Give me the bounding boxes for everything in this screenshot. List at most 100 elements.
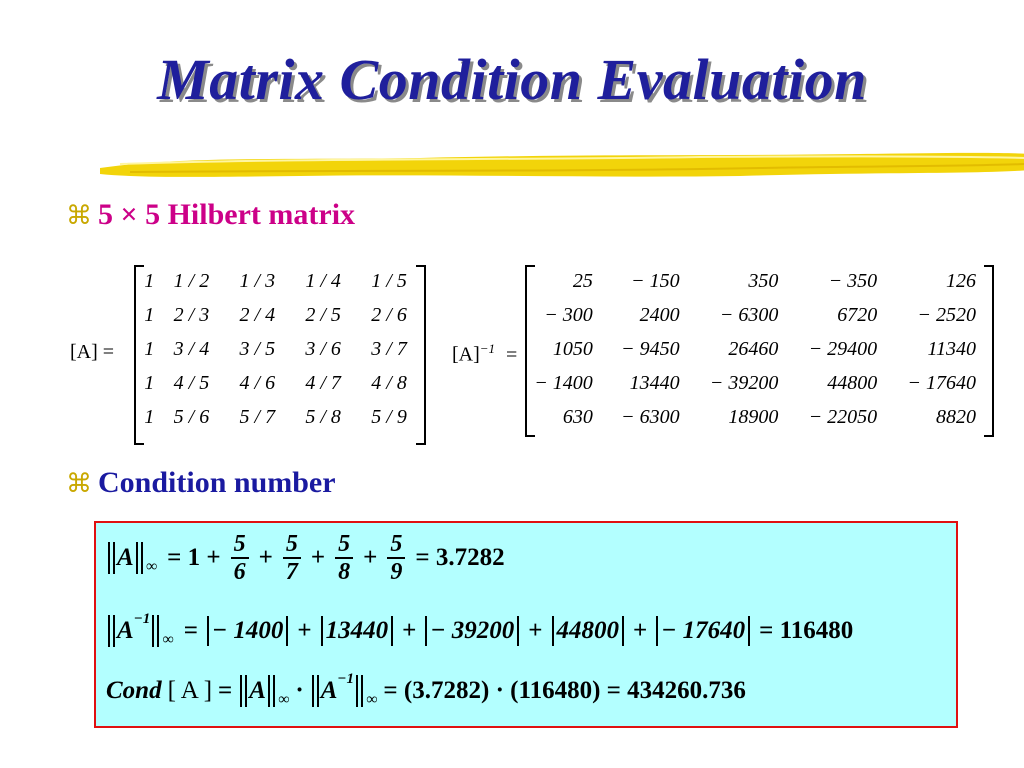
matrix-ainv-cell: 18900 — [728, 405, 779, 428]
norm-ainv-sub: ∞ — [162, 631, 174, 648]
bullet-condition-label: Condition number — [98, 466, 336, 499]
matrix-ainv-row: 25 − 150 350 − 350 126 — [520, 264, 990, 298]
matrix-a-cell: 4 / 8 — [371, 371, 407, 394]
matrix-a-cell: 1 / 2 — [173, 269, 210, 292]
matrix-ainv-row: 630 − 6300 18900 − 22050 8820 — [520, 400, 990, 434]
abs-term: 44800 — [551, 616, 624, 646]
matrix-ainv-cell: − 22050 — [808, 405, 878, 428]
norm-ainv-result: = 116480 — [759, 617, 854, 644]
matrix-ainv-cell: 26460 — [728, 337, 779, 360]
command-key-icon: ⌘ — [66, 201, 92, 231]
cond-norm-a: A ∞ — [238, 675, 289, 708]
matrix-a-left-bracket — [134, 265, 144, 445]
cond-norm-ainv-symbol: A — [320, 677, 338, 704]
matrix-ainv-cell: − 9450 — [621, 337, 680, 360]
fraction-numerator: 5 — [230, 531, 249, 559]
matrix-a-cell: 3 / 6 — [305, 337, 341, 360]
fraction-denominator: 8 — [338, 559, 351, 585]
matrix-a-cell: 2 / 3 — [173, 303, 210, 326]
matrix-ainv-cell: − 300 — [544, 303, 593, 326]
norm-ainv-symbol: A — [117, 617, 134, 644]
matrix-ainv-cell: 44800 — [827, 371, 878, 394]
condition-number-box: A ∞ = 1 + 5 6 +5 7 +5 8 +5 9 = 3.7282 A −1 ∞ = … — [94, 521, 958, 728]
equation-cond: Cond [ A ] = A ∞ · A −1 ∞ = (3.7282) · (… — [106, 671, 746, 708]
equation-norm-a: A ∞ = 1 + 5 6 +5 7 +5 8 +5 9 = 3.7282 — [106, 531, 511, 585]
matrix-ainv-label-text: [A] — [452, 343, 480, 366]
matrix-a-cell: 4 / 5 — [173, 371, 210, 394]
matrix-ainv-cell: 6720 — [837, 303, 878, 326]
matrix-a-cell: 3 / 5 — [239, 337, 276, 360]
cond-symbol: Cond — [106, 677, 162, 704]
matrix-ainv-cell: 126 — [946, 269, 976, 292]
matrix-a-right-bracket — [416, 265, 426, 445]
bullet-condition: ⌘ Condition number — [66, 466, 336, 500]
matrix-ainv-cell: 8820 — [936, 405, 976, 428]
matrix-ainv-cell: − 150 — [631, 269, 680, 292]
matrix-ainv-cell: 630 — [562, 405, 593, 428]
fraction-denominator: 6 — [233, 559, 246, 585]
matrix-ainv-label-sup: −1 — [479, 341, 496, 356]
matrix-ainv-right-bracket — [984, 265, 994, 437]
matrix-a-cell: 1 / 5 — [371, 269, 407, 292]
command-key-icon: ⌘ — [66, 469, 92, 499]
page-title: Matrix Condition Evaluation — [157, 47, 867, 112]
fraction-denominator: 7 — [285, 559, 298, 585]
matrix-ainv-cell: 350 — [748, 269, 779, 292]
matrix-a-cell: 1 — [144, 337, 155, 360]
matrix-ainv-cell: 25 — [572, 269, 593, 292]
matrix-a-cell: 5 / 9 — [371, 405, 407, 428]
matrix-ainv-cell: − 17640 — [907, 371, 977, 394]
matrix-ainv-cell: − 39200 — [709, 371, 779, 394]
matrix-a-cell: 1 / 4 — [305, 269, 341, 292]
matrix-ainv-left-bracket — [525, 265, 535, 437]
matrix-ainv-cell: − 29400 — [808, 337, 878, 360]
matrix-a-cell: 1 — [144, 371, 155, 394]
matrix-ainv-row: − 300 2400 − 6300 6720 − 2520 — [520, 298, 990, 332]
matrix-a-cell: 1 — [144, 303, 155, 326]
matrix-ainv-label: [A]−1 = — [452, 341, 517, 367]
matrix-a-row: 1 2 / 3 2 / 4 2 / 5 2 / 6 — [140, 298, 422, 332]
norm-a-prefix: = 1 + — [167, 544, 221, 571]
matrix-a-cell: 1 / 3 — [239, 269, 276, 292]
matrix-ainv: 25 − 150 350 − 350 126 − 300 2400 − 6300 6720 − 2… — [520, 264, 990, 434]
abs-term: − 1400 — [206, 616, 289, 646]
norm-a-sub: ∞ — [145, 558, 158, 575]
matrix-a-row: 1 3 / 4 3 / 5 3 / 6 3 / 7 — [140, 332, 422, 366]
matrix-ainv-cell: − 6300 — [719, 303, 779, 326]
equation-norm-ainv: A −1 ∞ = − 1400 +13440 + − 39200 +44800 + − 17… — [106, 611, 859, 648]
cond-rhs: = (3.7282) · (116480) = 434260.736 — [383, 677, 746, 704]
cond-norm-ainv: A −1 ∞ — [310, 671, 378, 708]
cond-norm-ainv-sup: −1 — [337, 671, 355, 687]
cond-norm-ainv-sub: ∞ — [366, 691, 378, 708]
matrix-a-cell: 4 / 6 — [239, 371, 276, 394]
cond-norm-a-symbol: A — [249, 677, 266, 704]
matrix-a-cell: 5 / 8 — [305, 405, 341, 428]
bullet-hilbert-label: 5 × 5 Hilbert matrix — [98, 198, 356, 231]
matrix-ainv-cell: 1050 — [552, 337, 593, 360]
matrix-ainv-cell: − 1400 — [534, 371, 593, 394]
matrix-ainv-cell: − 350 — [828, 269, 878, 292]
norm-a: A ∞ — [106, 542, 158, 575]
matrix-ainv-cell: 11340 — [927, 337, 976, 360]
abs-term: 13440 — [320, 616, 394, 646]
matrix-a-cell: 2 / 5 — [305, 303, 341, 326]
bullet-hilbert: ⌘ 5 × 5 Hilbert matrix — [66, 198, 355, 232]
abs-term-list: − 1400 +13440 + − 39200 +44800 + − 17640 — [204, 616, 753, 646]
fraction-numerator: 5 — [335, 531, 354, 559]
abs-term: − 17640 — [656, 616, 751, 646]
matrix-ainv-row: 1050 − 9450 26460 − 29400 11340 — [520, 332, 990, 366]
matrix-a: 1 1 / 2 1 / 3 1 / 4 1 / 5 1 2 / 3 2 / 4 2 / 5 2 /… — [140, 264, 422, 434]
cond-arg: [ A ] — [167, 677, 213, 704]
matrix-ainv-label-eq: = — [506, 343, 518, 366]
fraction-denominator: 9 — [390, 559, 403, 585]
matrix-ainv-cell: 2400 — [639, 303, 680, 326]
matrix-a-cell: 2 / 6 — [371, 303, 407, 326]
matrix-a-cell: 4 / 7 — [305, 371, 341, 394]
matrix-a-row: 1 5 / 6 5 / 7 5 / 8 5 / 9 — [140, 400, 422, 434]
matrix-ainv-cell: 13440 — [629, 371, 680, 394]
matrix-a-row: 1 4 / 5 4 / 6 4 / 7 4 / 8 — [140, 366, 422, 400]
